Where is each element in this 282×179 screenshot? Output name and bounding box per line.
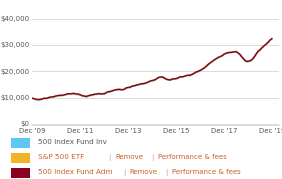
Text: 500 Index Fund Inv: 500 Index Fund Inv (38, 139, 107, 145)
Text: Remove: Remove (116, 154, 144, 160)
Text: |: | (165, 169, 167, 176)
Text: |: | (109, 154, 111, 161)
Bar (11, 153, 30, 163)
Text: |: | (151, 154, 153, 161)
Text: 500 Index Fund Adm: 500 Index Fund Adm (38, 170, 113, 175)
Text: Performance & fees: Performance & fees (172, 170, 241, 175)
Bar (11, 138, 30, 148)
Bar (11, 168, 30, 178)
Text: Performance & fees: Performance & fees (158, 154, 227, 160)
Text: |: | (123, 169, 125, 176)
Text: Remove: Remove (130, 170, 158, 175)
Text: S&P 500 ETF: S&P 500 ETF (38, 154, 84, 160)
